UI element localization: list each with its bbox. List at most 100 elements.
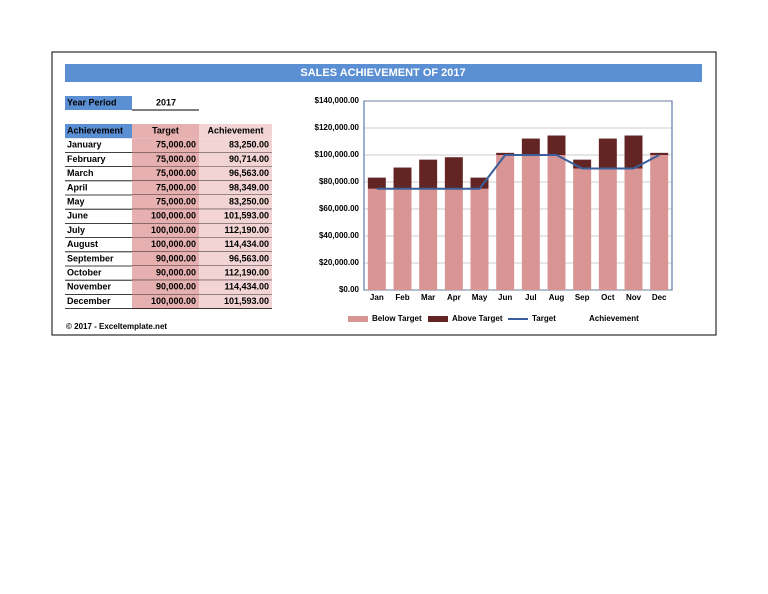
bar [367,177,386,189]
cell-text: 114,434.00 [224,282,269,292]
cell-text: 90,000.00 [156,253,196,263]
cell-text: 90,714.00 [229,154,269,164]
cell [132,280,199,295]
year-label-cell [65,96,132,110]
cell-text: March [67,168,94,178]
cell-text: 75,000.00 [156,154,196,164]
cell-text: 75,000.00 [156,168,196,178]
cell [199,294,272,309]
cell [132,266,199,281]
header-cell [199,124,272,139]
cell-text: 98,349.00 [229,182,269,192]
cell-text: 112,190.00 [224,225,269,235]
y-tick-label: $80,000.00 [319,177,360,186]
cell-text: 101,593.00 [224,211,269,221]
header-cell [65,124,132,139]
bar [496,155,515,290]
cell-text: 112,190.00 [224,267,269,277]
title: SALES ACHIEVEMENT OF 2017 [300,67,465,79]
bar [444,157,463,189]
cell-text: 100,000.00 [151,225,196,235]
cell [132,152,199,167]
legend-swatch [428,316,448,322]
bar [624,135,643,169]
cell-text: October [67,267,102,277]
bar [650,152,669,155]
x-tick-label: Jun [498,293,512,302]
bar [573,168,592,290]
x-tick-label: Jul [525,293,537,302]
bar [470,188,489,290]
bar [444,188,463,290]
bar [496,152,515,155]
x-tick-label: Feb [395,293,409,302]
cell-text: 101,593.00 [224,296,269,306]
bar [650,155,669,290]
cell-text: December [67,296,111,306]
cell [199,138,272,153]
cell-text: 100,000.00 [151,296,196,306]
cell-text: 100,000.00 [151,211,196,221]
cell [199,152,272,167]
target-line [376,154,660,190]
cell [199,266,272,281]
title-bar [65,64,702,82]
bar [521,155,540,290]
bar [598,138,617,169]
cell-text: 75,000.00 [156,140,196,150]
cell-text: 90,000.00 [156,267,196,277]
cell [199,223,272,238]
footer: © 2017 - Exceltemplate.net [66,322,167,331]
legend-label: Above Target [452,314,503,323]
x-tick-label: Aug [549,293,565,302]
cell-text: September [67,253,114,263]
x-tick-label: May [472,293,488,302]
legend-label: Target [532,314,556,323]
cell [199,280,272,295]
cell [199,237,272,252]
cell-text: 100,000.00 [151,239,196,249]
y-tick-label: $120,000.00 [315,123,360,132]
cell [199,180,272,195]
cell [199,251,272,266]
bar [393,188,412,290]
cell-text: 75,000.00 [156,182,196,192]
y-tick-label: $40,000.00 [319,231,360,240]
cell [132,138,199,153]
cell-text: May [67,196,85,206]
column-header: Achievement [207,125,263,135]
bar [547,155,566,290]
bar [573,159,592,169]
cell [132,294,199,309]
x-tick-label: Sep [575,293,590,302]
column-header: Achievement [67,125,123,135]
cell [199,209,272,224]
x-tick-label: Nov [626,293,642,302]
cell-text: July [67,225,85,235]
cell [132,195,199,210]
bar [624,168,643,290]
cell [132,223,199,238]
year-value: 2017 [156,97,176,107]
cell-text: 75,000.00 [156,196,196,206]
legend-label: Achievement [589,314,639,323]
cell [132,180,199,195]
y-tick-label: $20,000.00 [319,258,360,267]
cell-text: June [67,211,88,221]
bar [419,159,438,189]
legend-swatch [348,316,368,322]
y-tick-label: $60,000.00 [319,204,360,213]
cell [132,251,199,266]
bar [419,188,438,290]
cell-text: November [67,282,112,292]
legend-label: Below Target [372,314,422,323]
cell-text: 90,000.00 [156,282,196,292]
bar [470,177,489,189]
x-tick-label: Mar [421,293,435,302]
cell-text: August [67,239,98,249]
cell [132,166,199,181]
column-header: Target [152,125,179,135]
plot-area [363,100,673,291]
